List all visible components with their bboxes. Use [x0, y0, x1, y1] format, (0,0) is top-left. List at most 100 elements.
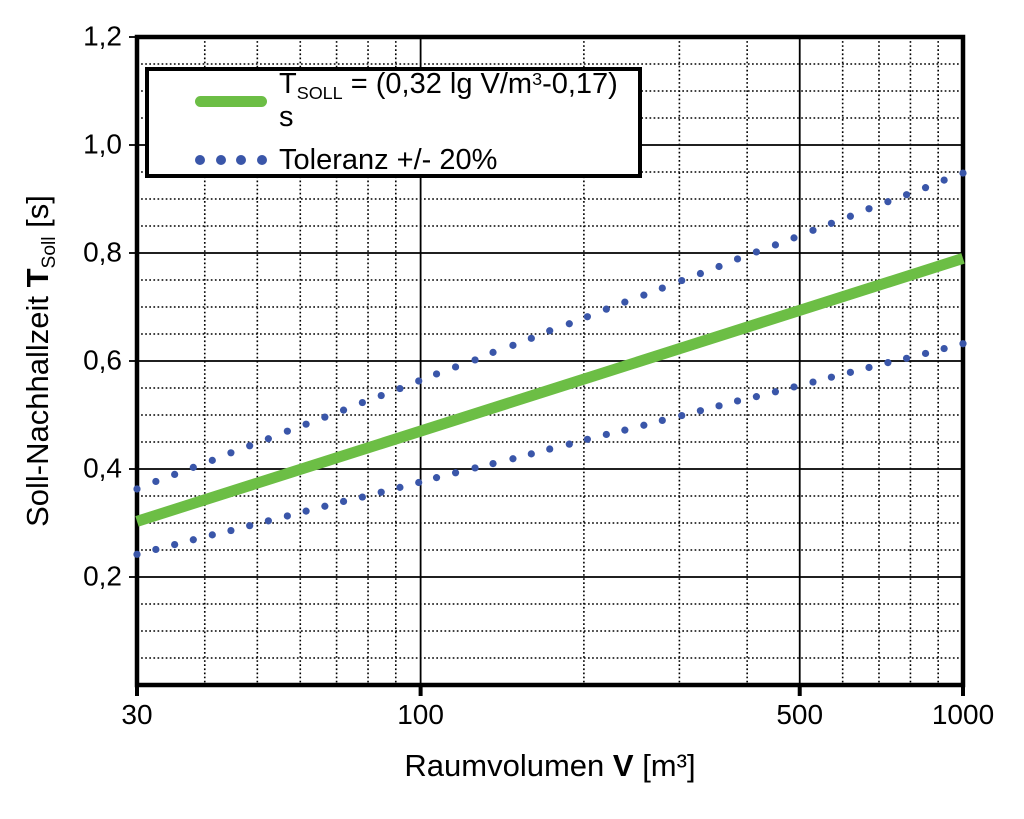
- series-tolerance-upper-dot: [940, 176, 948, 184]
- series-tolerance-upper-dot: [451, 363, 460, 371]
- series-tolerance-upper-dot: [227, 449, 235, 457]
- series-tolerance-lower-dot: [415, 478, 423, 487]
- legend-entry-tolerance: Toleranz +/- 20%: [195, 144, 638, 177]
- x-tick-label-30: 30: [121, 699, 153, 730]
- series-tolerance-lower-dot: [771, 388, 780, 396]
- series-tolerance-lower-dot: [640, 421, 648, 429]
- series-tolerance-upper-dot: [790, 234, 798, 242]
- y-axis-title-unit: [s]: [20, 195, 55, 237]
- series-tolerance-upper-dot: [959, 169, 967, 177]
- series-tolerance-upper-dot: [921, 184, 930, 192]
- series-tolerance-upper-dot: [827, 219, 836, 227]
- series-tolerance-upper-dot: [171, 470, 179, 478]
- legend-dot-icon: [195, 155, 205, 166]
- series-tolerance-upper-dot: [432, 370, 441, 378]
- series-tolerance-lower-dot: [546, 445, 554, 453]
- series-tolerance-lower-dot: [152, 545, 160, 554]
- legend-dot-icon: [256, 155, 267, 166]
- y-tick-label-1,0: 1,0: [83, 128, 122, 160]
- y-tick-label-1,2: 1,2: [83, 20, 122, 52]
- series-tolerance-upper-dot: [133, 485, 141, 493]
- series-tolerance-lower-dot: [527, 450, 535, 458]
- series-tolerance-lower-dot: [678, 411, 686, 420]
- y-axis-title-subscript: Soll: [38, 236, 60, 269]
- series-tolerance-lower-dot: [602, 430, 610, 439]
- legend-line-swatch: [195, 95, 267, 107]
- series-tolerance-upper-dot: [902, 191, 911, 199]
- series-tolerance-lower-dot: [246, 522, 254, 530]
- series-tolerance-lower-dot: [809, 378, 817, 386]
- series-tolerance-lower-dot: [865, 363, 873, 372]
- series-tolerance-upper-dot: [283, 427, 291, 435]
- x-axis-title-unit: [m³]: [633, 748, 696, 783]
- x-axis-title-text: Raumvolumen: [404, 748, 613, 783]
- series-tolerance-lower-dot: [358, 493, 366, 501]
- series-tolerance-upper-dot: [583, 313, 591, 321]
- series-tolerance-upper-dot: [527, 334, 535, 342]
- series-tolerance-upper-dot: [208, 456, 216, 464]
- series-tolerance-upper-dot: [565, 320, 573, 328]
- series-tolerance-lower-dot: [189, 536, 197, 544]
- series-tolerance-upper-dot: [658, 284, 666, 292]
- y-axis-title: Soll-Nachhallzeit TSoll [s]: [20, 195, 60, 527]
- series-tolerance-lower-dot: [921, 349, 930, 358]
- series-tolerance-upper-dot: [733, 255, 742, 263]
- series-tolerance-lower-dot: [471, 464, 479, 472]
- series-tolerance-upper-dot: [321, 413, 329, 421]
- series-tolerance-upper-dot: [546, 327, 554, 335]
- legend-tsoll-superscript: 3: [532, 68, 543, 89]
- series-tolerance-lower-dot: [451, 469, 460, 477]
- legend-dot-icon: [236, 155, 247, 166]
- series-tolerance-upper-dot: [302, 420, 310, 428]
- series-tolerance-upper-dot: [640, 291, 648, 299]
- series-tolerance-lower-dot: [227, 526, 235, 535]
- legend-dots-swatch: [195, 155, 267, 166]
- series-tolerance-upper-dot: [339, 406, 348, 414]
- series-tolerance-lower-dot: [752, 393, 760, 401]
- legend: TSOLL = (0,32 lg V/m3-0,17) s Toleranz +…: [145, 67, 642, 178]
- series-tolerance-lower-dot: [509, 455, 517, 463]
- series-tolerance-lower-dot: [696, 407, 705, 415]
- series-tolerance-upper-dot: [621, 298, 629, 306]
- series-tolerance-upper-dot: [471, 356, 479, 364]
- series-tolerance-upper-dot: [152, 477, 160, 486]
- series-tolerance-lower-dot: [565, 440, 573, 448]
- legend-label-tolerance: Toleranz +/- 20%: [279, 143, 498, 176]
- y-tick-label-0,6: 0,6: [83, 344, 122, 376]
- series-tolerance-upper-dot: [696, 269, 705, 278]
- series-tolerance-lower-dot: [902, 354, 911, 362]
- x-tick-label-500: 500: [776, 699, 824, 730]
- series-tolerance-lower-dot: [339, 497, 348, 505]
- series-tolerance-lower-dot: [733, 397, 742, 405]
- legend-tsoll-formula: = (0,32 lg V/m: [342, 67, 533, 100]
- y-tick-label-0,8: 0,8: [83, 236, 122, 268]
- series-tolerance-upper-dot: [246, 442, 254, 450]
- legend-label-tsoll: TSOLL = (0,32 lg V/m3-0,17) s: [279, 68, 638, 135]
- x-tick-label-100: 100: [397, 699, 444, 730]
- series-tolerance-lower-dot: [827, 373, 836, 381]
- series-tolerance-lower-dot: [715, 402, 723, 410]
- series-tolerance-upper-dot: [809, 226, 817, 234]
- series-tolerance-lower-dot: [321, 502, 329, 510]
- series-tolerance-upper-dot: [264, 435, 272, 443]
- series-tolerance-upper-dot: [715, 262, 723, 271]
- series-tolerance-upper-dot: [509, 341, 517, 349]
- series-tolerance-lower-dot: [790, 383, 798, 391]
- y-axis-title-text: Soll-Nachhallzeit: [20, 287, 55, 527]
- series-tolerance-lower-dot: [884, 359, 892, 367]
- legend-tsoll-formula-tail: -0,17) s: [279, 67, 618, 134]
- series-tolerance-upper-dot: [358, 398, 366, 407]
- series-tolerance-upper-dot: [752, 248, 760, 256]
- series-tolerance-lower-dot: [396, 483, 404, 491]
- series-tolerance-lower-dot: [959, 340, 967, 348]
- series-tolerance-lower-dot: [283, 512, 291, 520]
- series-tolerance-upper-dot: [189, 463, 197, 471]
- series-tolerance-lower-dot: [621, 426, 629, 434]
- x-axis-title: Raumvolumen V [m³]: [404, 748, 695, 784]
- series-tolerance-lower-dot: [432, 474, 441, 482]
- series-tolerance-lower-dot: [846, 368, 854, 376]
- series-tolerance-upper-dot: [396, 384, 404, 393]
- series-tolerance-upper-dot: [489, 348, 497, 356]
